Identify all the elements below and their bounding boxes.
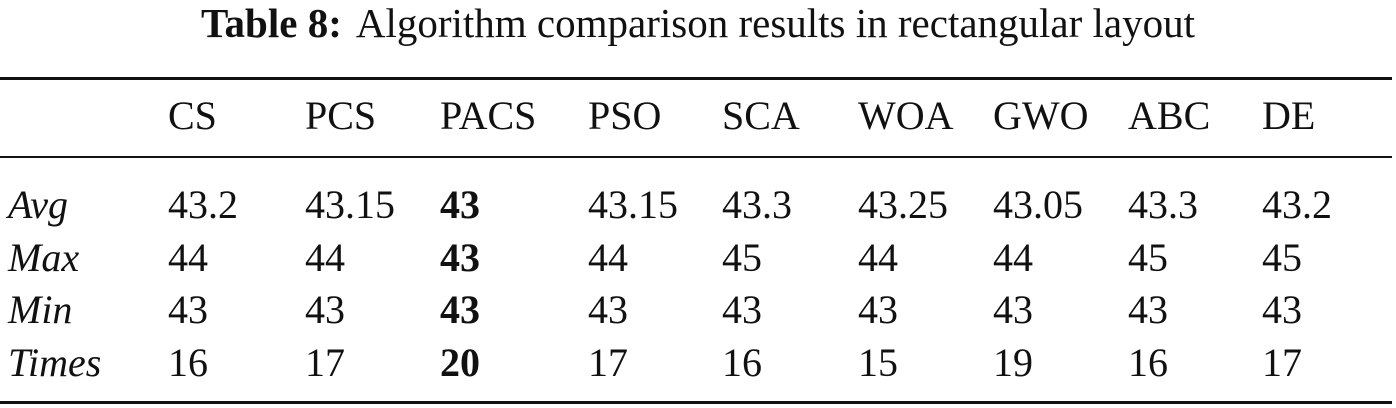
column-header: GWO (993, 93, 1089, 138)
table-cell: 44 (858, 235, 898, 280)
column-header: WOA (858, 93, 954, 138)
table-cell: 43 (858, 287, 898, 332)
table-cell: 43 (440, 182, 480, 227)
table-cell: 43 (168, 287, 208, 332)
table-cell: 16 (722, 340, 762, 385)
caption-label: Table 8: (200, 0, 342, 46)
table-cell: 16 (168, 340, 208, 385)
row-label: Max (8, 235, 80, 280)
table-cell: 43 (1128, 287, 1168, 332)
row-label: Avg (8, 182, 68, 227)
top-rule (0, 77, 1392, 80)
table-cell: 43 (722, 287, 762, 332)
column-header: SCA (722, 93, 800, 138)
table-cell: 45 (1128, 235, 1168, 280)
table-cell: 20 (440, 340, 480, 385)
table-cell: 43 (440, 235, 480, 280)
table-cell: 16 (1128, 340, 1168, 385)
bottom-rule (0, 401, 1392, 404)
table-cell: 43.15 (305, 182, 395, 227)
table-cell: 43.2 (1262, 182, 1332, 227)
table-cell: 44 (993, 235, 1033, 280)
column-header: CS (168, 93, 217, 138)
table-cell: 17 (305, 340, 345, 385)
row-label: Times (8, 340, 102, 385)
table-cell: 15 (858, 340, 898, 385)
table-cell: 43.3 (722, 182, 792, 227)
table-cell: 43.3 (1128, 182, 1198, 227)
table-cell: 44 (168, 235, 208, 280)
table-cell: 43 (1262, 287, 1302, 332)
table-cell: 43 (588, 287, 628, 332)
table-cell: 43 (993, 287, 1033, 332)
column-header: PCS (305, 93, 377, 138)
column-header: DE (1262, 93, 1316, 138)
column-header: PSO (588, 93, 662, 138)
table-cell: 44 (588, 235, 628, 280)
column-header: ABC (1128, 93, 1211, 138)
mid-rule (0, 156, 1392, 158)
table-cell: 45 (722, 235, 762, 280)
table-cell: 44 (305, 235, 345, 280)
table-cell: 43 (305, 287, 345, 332)
table-cell: 45 (1262, 235, 1302, 280)
table-cell: 43.15 (588, 182, 678, 227)
table-cell: 43.05 (993, 182, 1083, 227)
table-cell: 43.25 (858, 182, 948, 227)
table-caption: Table 8: Algorithm comparison results in … (0, 0, 1396, 46)
table-cell: 43 (440, 287, 480, 332)
table-cell: 17 (1262, 340, 1302, 385)
table-cell: 17 (588, 340, 628, 385)
table-cell: 19 (993, 340, 1033, 385)
caption-text: Algorithm comparison results in rectangu… (355, 0, 1196, 46)
column-header: PACS (440, 93, 537, 138)
row-label: Min (8, 287, 73, 332)
table-cell: 43.2 (168, 182, 238, 227)
